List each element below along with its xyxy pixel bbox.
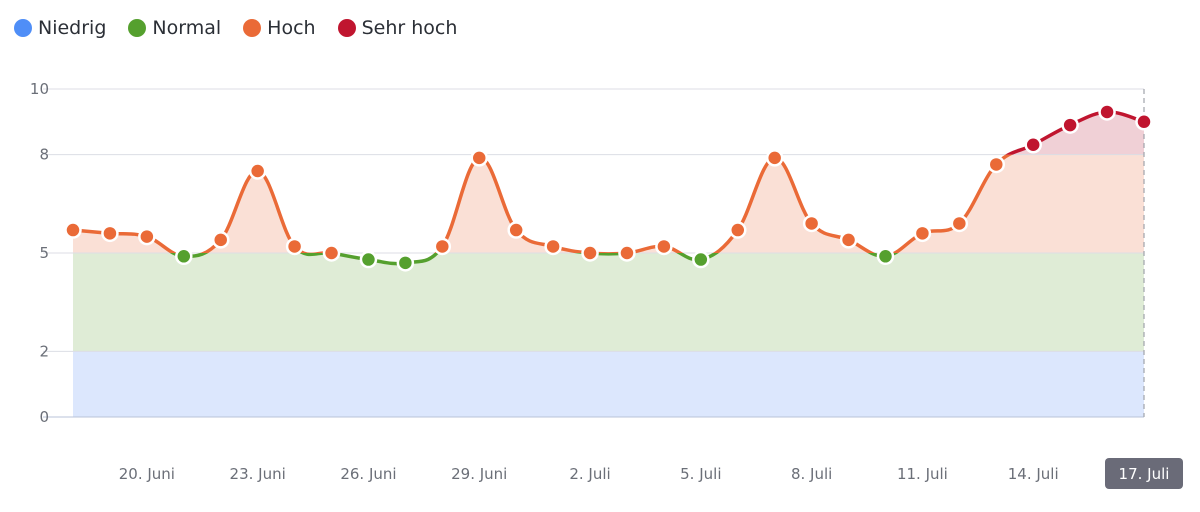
legend-label: Niedrig: [38, 17, 107, 39]
x-highlight-badge: [1105, 458, 1183, 489]
x-tick-label: 5. Juli: [680, 465, 721, 483]
legend-label: Sehr hoch: [361, 17, 458, 39]
data-point: [470, 149, 488, 167]
y-tick-label: 10: [30, 80, 49, 98]
band-fill-sehr-hoch: [73, 111, 1144, 155]
x-tick-label: 20. Juni: [119, 465, 175, 483]
data-point: [1098, 103, 1116, 121]
x-tick-label: 11. Juli: [897, 465, 948, 483]
data-point: [211, 231, 230, 249]
legend-item-niedrig[interactable]: Niedrig: [14, 17, 106, 39]
data-point: [544, 237, 562, 256]
x-tick-label: 23. Juni: [230, 465, 286, 483]
legend-dot-icon: [128, 19, 147, 37]
legend-item-sehr-hoch[interactable]: Sehr hoch: [337, 17, 458, 39]
band-fill-niedrig: [73, 351, 1144, 417]
data-point: [433, 237, 452, 256]
data-point: [802, 214, 821, 233]
data-point: [507, 221, 525, 239]
x-tick-label: 8. Juli: [791, 465, 832, 483]
data-point: [1135, 113, 1153, 131]
data-point: [618, 244, 636, 262]
y-tick-label: 5: [39, 244, 49, 262]
legend-label: Hoch: [267, 17, 316, 39]
data-point: [729, 221, 747, 239]
band-fill-normal: [73, 253, 1144, 352]
data-point: [1061, 116, 1079, 134]
legend-item-hoch[interactable]: Hoch: [243, 17, 316, 39]
data-point: [913, 224, 932, 243]
data-point: [1024, 136, 1042, 154]
legend-dot-icon: [243, 19, 262, 37]
data-point: [359, 250, 378, 269]
legend: Niedrig Normal Hoch Sehr hoch: [14, 17, 457, 39]
data-point: [396, 254, 415, 272]
data-point: [322, 244, 341, 262]
x-highlight-label: 17. Juli: [1119, 465, 1170, 483]
data-point: [101, 224, 119, 243]
y-tick-label: 8: [39, 146, 49, 164]
data-point: [876, 247, 895, 266]
data-point: [765, 149, 784, 167]
legend-dot-icon: [337, 19, 356, 37]
band-fill-hoch: [73, 154, 1144, 253]
series-line-normal: [169, 253, 899, 266]
data-point: [655, 237, 673, 256]
data-point: [175, 247, 193, 266]
data-point: [987, 155, 1006, 174]
legend-dot-icon: [14, 19, 32, 37]
x-tick-label: 29. Juni: [451, 465, 507, 483]
x-tick-label: 2. Juli: [569, 465, 610, 483]
data-point: [692, 250, 710, 269]
x-tick-label: 14. Juli: [1008, 465, 1059, 483]
data-point: [285, 237, 304, 256]
legend-item-normal[interactable]: Normal: [128, 17, 221, 39]
y-tick-label: 0: [39, 408, 49, 426]
data-point: [138, 227, 156, 246]
data-point: [248, 162, 267, 180]
x-tick-label: 26. Juni: [340, 465, 396, 483]
data-point: [64, 221, 82, 239]
data-point: [581, 244, 599, 262]
data-point: [839, 231, 858, 249]
data-point: [950, 214, 969, 233]
y-tick-label: 2: [39, 342, 49, 360]
legend-label: Normal: [152, 17, 222, 39]
